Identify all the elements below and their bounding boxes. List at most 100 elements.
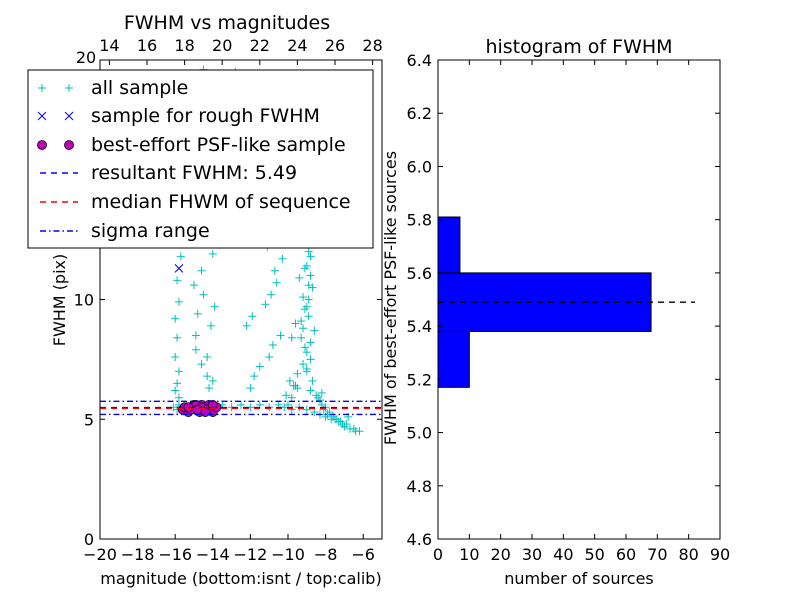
scatter-point-0-17 [302, 405, 311, 414]
scatter-point-0-131 [338, 420, 347, 429]
histogram-ytick-label-1: 4.8 [407, 477, 432, 496]
scatter-y-axis-label: FWHM (pix) [50, 254, 69, 347]
scatter-point-0-126 [351, 427, 360, 436]
scatter-point-0-72 [306, 338, 315, 347]
scatter-point-0-62 [270, 266, 279, 275]
scatter-point-0-148 [285, 376, 294, 385]
scatter-point-0-29 [174, 367, 183, 376]
scatter-point-0-104 [304, 247, 313, 256]
histogram-ytick-label-4: 5.4 [407, 317, 432, 336]
scatter-point-0-38 [203, 372, 212, 381]
histogram-xtick-label-9: 90 [710, 545, 730, 564]
scatter-ytick-label-0: 0 [84, 530, 94, 549]
scatter-point-0-108 [306, 386, 315, 395]
legend-marker-b-2 [64, 140, 74, 150]
scatter-xtick-label-5: −10 [271, 545, 305, 564]
legend-marker-b-1 [64, 111, 74, 121]
scatter-point-0-109 [302, 367, 311, 376]
scatter-top-tick-label-7: 28 [362, 36, 382, 55]
histogram-y-axis-label: FWHM of best-effort PSF-like sources [381, 151, 400, 445]
scatter-point-0-57 [242, 321, 251, 330]
histogram-panel: 0 10 20 30 40 50 60 70 80 90 4.6 4.8 5.0 5.2 5.4 5.6 5.8… [381, 36, 730, 588]
scatter-top-tick-label-4: 22 [250, 36, 270, 55]
scatter-point-0-80 [306, 252, 315, 261]
scatter-top-tick-label-5: 24 [287, 36, 307, 55]
scatter-point-0-114 [291, 319, 300, 328]
scatter-point-0-70 [299, 360, 308, 369]
scatter-point-0-26 [171, 314, 180, 323]
scatter-point-0-54 [265, 352, 274, 361]
legend-label-rough-sample: sample for rough FWHM [91, 105, 320, 127]
histogram-title: histogram of FWHM [485, 36, 672, 58]
scatter-point-0-52 [250, 372, 259, 381]
scatter-plot-frame [99, 59, 383, 540]
histogram-xtick-label-7: 70 [647, 545, 667, 564]
scatter-point-0-136 [317, 388, 326, 397]
scatter-point-0-103 [300, 264, 309, 273]
scatter-point-0-47 [210, 302, 219, 311]
scatter-point-0-107 [299, 324, 308, 333]
scatter-legend: all sample sample for rough FWHM best-ef… [27, 69, 374, 249]
legend-marker-a-1-b [37, 111, 47, 121]
scatter-point-0-147 [291, 381, 300, 390]
scatter-point-0-43 [206, 321, 215, 330]
legend-marker-b-1-b [64, 111, 74, 121]
scatter-point-0-34 [176, 252, 185, 261]
scatter-corner-label: 20 [76, 48, 96, 67]
scatter-point-0-50 [208, 249, 217, 258]
legend-label-psf-sample: best-effort PSF-like sample [91, 134, 346, 156]
histogram-bar-0 [437, 330, 470, 388]
histogram-ytick-label-0: 4.6 [407, 530, 432, 549]
histogram-ytick-label-6: 5.8 [407, 211, 432, 230]
legend-marker-a-2 [37, 140, 47, 150]
scatter-point-0-18 [310, 408, 319, 417]
legend-box [27, 69, 374, 249]
scatter-point-0-60 [267, 290, 276, 299]
scatter-point-0-35 [174, 297, 183, 306]
scatter-ticks: −20 −18 −16 −14 −12 −10 −8 −6 0 5 10 14 16 18 20 22 24 26… [74, 36, 383, 564]
histogram-marks [437, 216, 695, 388]
scatter-point-0-127 [314, 393, 323, 402]
histogram-xtick-label-5: 50 [584, 545, 604, 564]
histogram-xtick-label-8: 80 [678, 545, 698, 564]
histogram-ytick-label-8: 6.2 [407, 104, 432, 123]
histogram-bar-2 [437, 216, 461, 274]
scatter-ytick-label-1: 5 [84, 410, 94, 429]
scatter-top-tick-label-6: 26 [325, 36, 345, 55]
histogram-ytick-label-9: 6.4 [407, 51, 432, 70]
scatter-point-0-27 [173, 333, 182, 342]
scatter-xtick-label-3: −14 [196, 545, 230, 564]
histogram-ticks: 0 10 20 30 40 50 60 70 80 90 4.6 4.8 5.0 5.2 5.4 5.6 5.8… [407, 51, 731, 564]
scatter-point-0-36 [191, 345, 200, 354]
scatter-ytick-label-2: 10 [74, 291, 94, 310]
scatter-xtick-label-4: −12 [234, 545, 268, 564]
scatter-point-0-40 [191, 331, 200, 340]
scatter-point-0-125 [346, 424, 355, 433]
scatter-point-0-58 [248, 312, 257, 321]
scatter-point-0-110 [304, 281, 313, 290]
scatter-point-0-55 [268, 341, 277, 350]
legend-marker-b-0 [65, 84, 73, 92]
scatter-point-0-78 [295, 273, 304, 282]
scatter-point-1-0 [174, 264, 184, 273]
scatter-point-0-9 [237, 400, 245, 409]
scatter-top-tick-label-3: 20 [212, 36, 232, 55]
legend-items [37, 84, 78, 232]
scatter-point-0-96 [300, 343, 309, 352]
histogram-ytick-label-5: 5.6 [407, 264, 432, 283]
legend-label-median-fwhm: median FHWM of sequence [91, 191, 351, 213]
scatter-point-0-63 [278, 254, 287, 263]
scatter-panel: −20 −18 −16 −14 −12 −10 −8 −6 0 5 10 14 16 18 20 22 24 26… [27, 12, 383, 588]
histogram-ytick-label-7: 6.0 [407, 157, 432, 176]
legend-label-sigma-range: sigma range [91, 220, 210, 242]
scatter-point-0-53 [255, 362, 264, 371]
scatter-point-1-0-b [174, 264, 184, 273]
scatter-point-0-44 [203, 352, 212, 361]
legend-label-all-sample: all sample [91, 77, 188, 99]
scatter-point-0-31 [171, 386, 180, 395]
histogram-xtick-label-4: 40 [553, 545, 573, 564]
scatter-point-0-42 [199, 290, 208, 299]
scatter-point-0-67 [282, 391, 291, 400]
scatter-point-0-134 [287, 393, 296, 402]
